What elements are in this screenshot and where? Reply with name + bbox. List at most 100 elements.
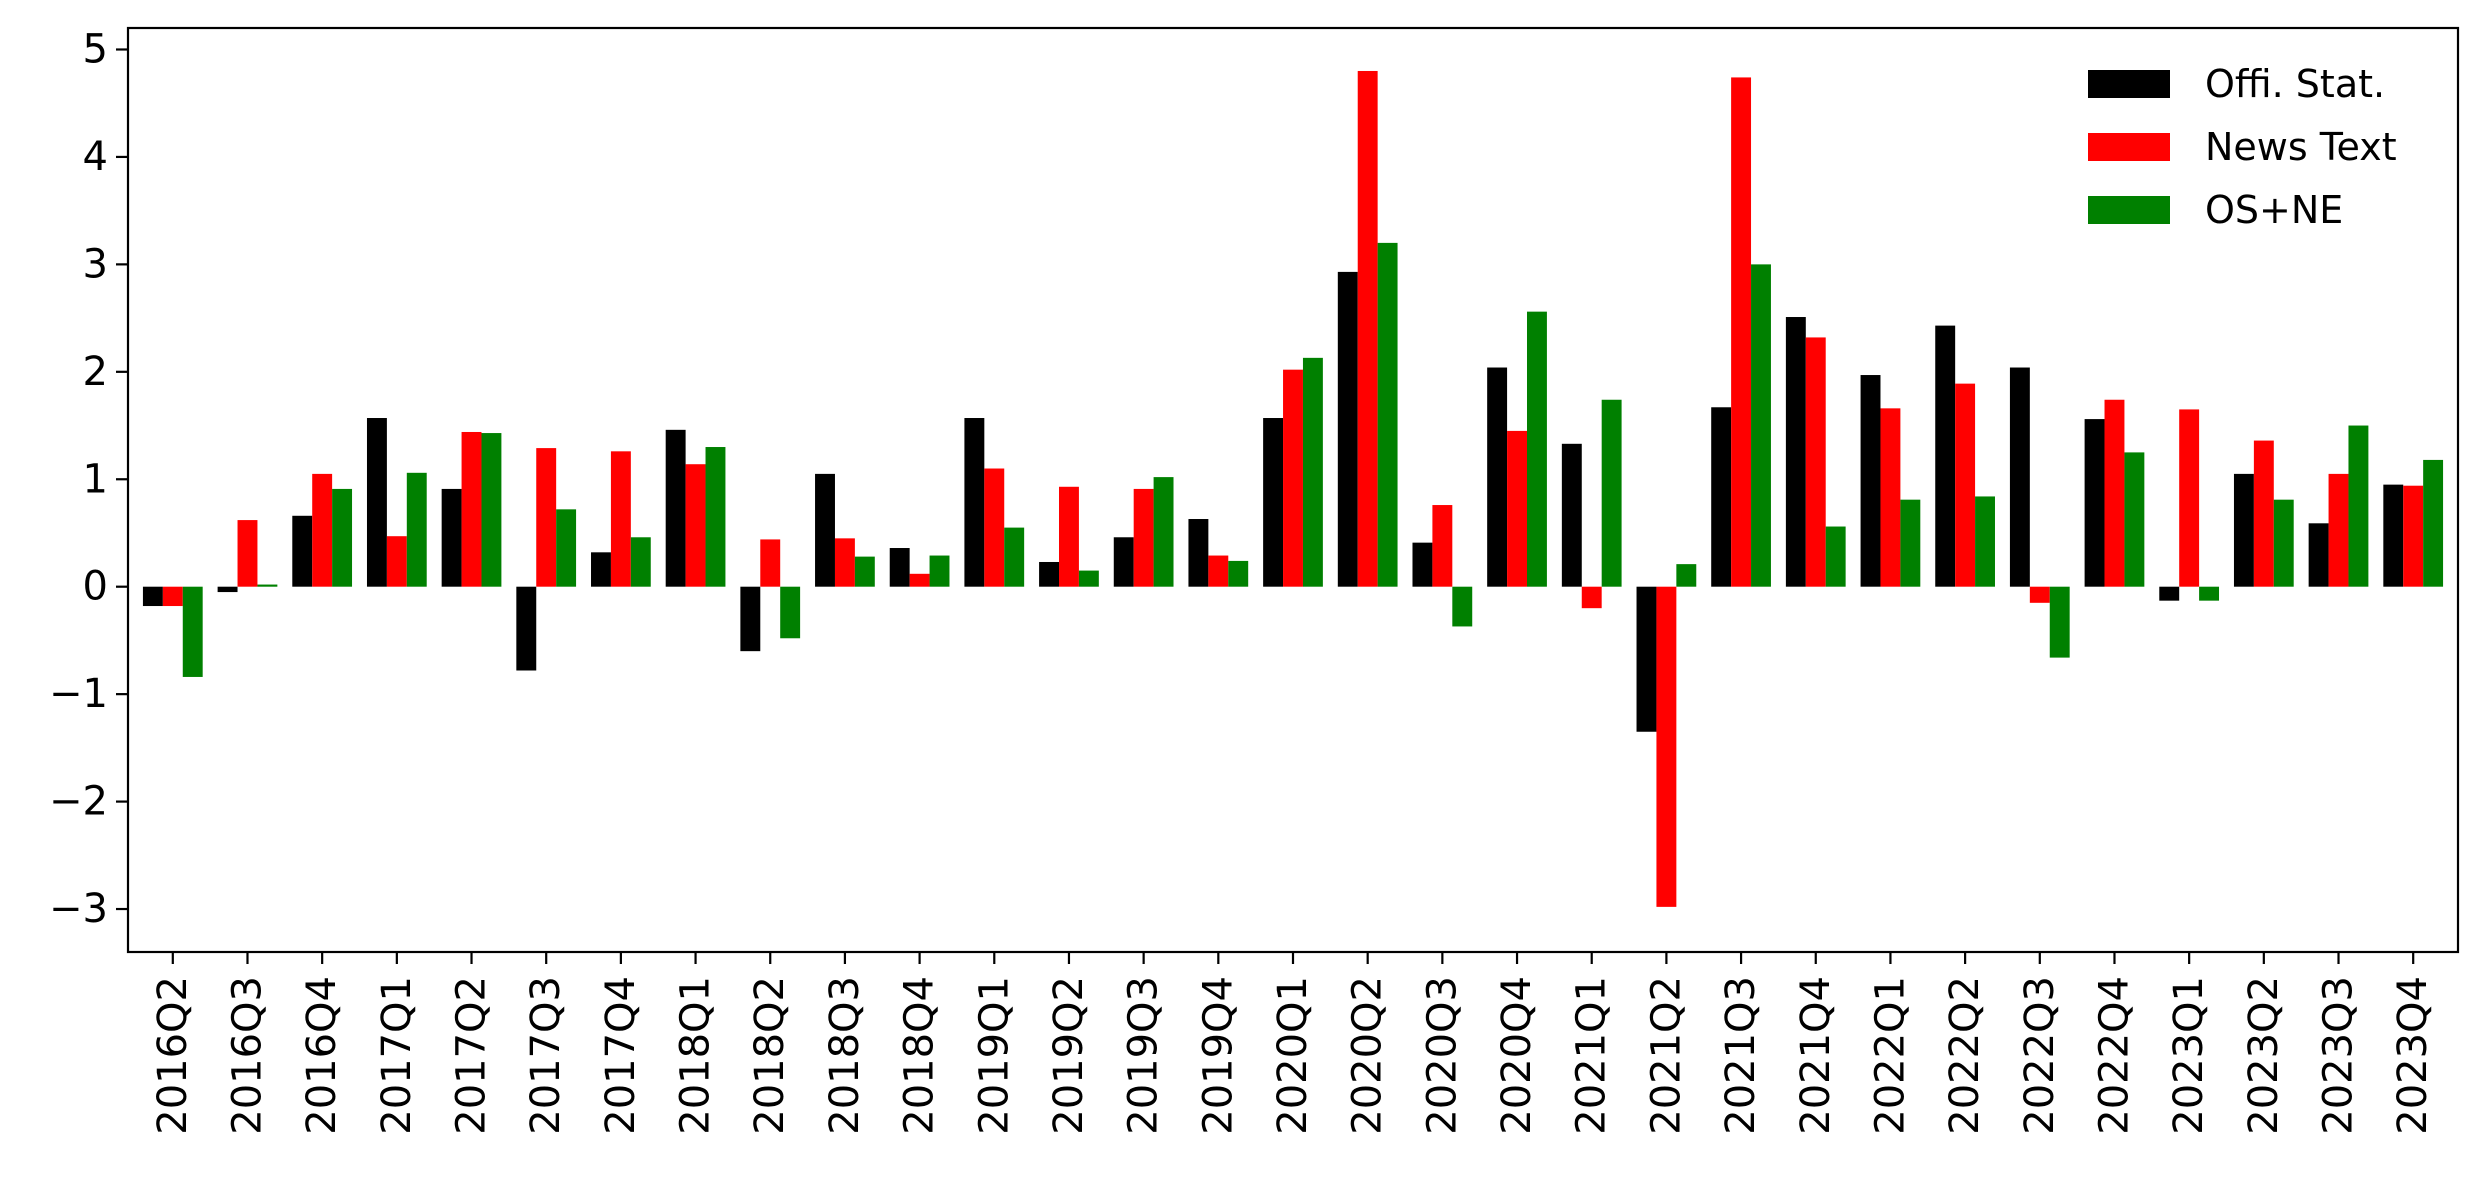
bar-os-ne-2022Q3 bbox=[2049, 586, 2070, 658]
legend-label: News Text bbox=[2205, 125, 2397, 169]
x-tick-label: 2020Q3 bbox=[1419, 976, 1465, 1135]
bar-os-ne-2020Q1 bbox=[1302, 357, 1323, 587]
bar-news-text-2018Q3 bbox=[834, 538, 855, 587]
bar-offi-stat--2023Q2 bbox=[2233, 473, 2254, 587]
bar-news-text-2018Q1 bbox=[685, 464, 706, 587]
bar-offi-stat--2022Q2 bbox=[1935, 325, 1956, 587]
bar-news-text-2022Q3 bbox=[2029, 586, 2050, 603]
x-tick-label: 2020Q4 bbox=[1494, 976, 1540, 1135]
bar-os-ne-2019Q2 bbox=[1078, 570, 1099, 587]
y-tick-label: 0 bbox=[83, 564, 108, 610]
legend-swatch bbox=[2088, 196, 2170, 224]
bar-offi-stat--2018Q4 bbox=[889, 548, 910, 587]
x-tick-label: 2023Q4 bbox=[2390, 976, 2436, 1135]
bar-news-text-2017Q4 bbox=[610, 451, 631, 587]
bar-offi-stat--2023Q3 bbox=[2308, 523, 2329, 587]
bar-news-text-2020Q1 bbox=[1283, 369, 1303, 587]
bar-news-text-2022Q4 bbox=[2104, 399, 2125, 587]
bar-offi-stat--2018Q1 bbox=[665, 429, 686, 587]
bar-news-text-2019Q2 bbox=[1059, 486, 1079, 587]
bar-news-text-2017Q3 bbox=[536, 448, 557, 587]
y-tick-label: 5 bbox=[83, 26, 108, 72]
bar-os-ne-2018Q2 bbox=[780, 586, 801, 639]
x-tick-label: 2020Q1 bbox=[1270, 976, 1316, 1135]
y-tick-label: −1 bbox=[49, 671, 108, 717]
bar-news-text-2021Q1 bbox=[1581, 586, 1602, 609]
x-tick-label: 2022Q3 bbox=[2017, 976, 2063, 1135]
x-tick-label: 2017Q1 bbox=[374, 976, 420, 1135]
bar-offi-stat--2018Q2 bbox=[740, 586, 761, 652]
x-tick-label: 2019Q3 bbox=[1121, 976, 1167, 1135]
y-tick-label: 4 bbox=[83, 134, 108, 180]
bar-news-text-2017Q2 bbox=[461, 431, 482, 587]
x-tick-label: 2018Q2 bbox=[747, 976, 793, 1135]
bar-os-ne-2018Q1 bbox=[705, 447, 726, 587]
bar-offi-stat--2023Q1 bbox=[2159, 586, 2180, 601]
x-tick-label: 2023Q1 bbox=[2166, 976, 2212, 1135]
x-tick-label: 2022Q1 bbox=[1867, 976, 1913, 1135]
x-tick-label: 2018Q1 bbox=[673, 976, 719, 1135]
x-tick-label: 2019Q2 bbox=[1046, 976, 1092, 1135]
bar-news-text-2016Q4 bbox=[312, 473, 333, 587]
x-tick-label: 2019Q1 bbox=[971, 976, 1017, 1135]
x-tick-label: 2021Q1 bbox=[1569, 976, 1615, 1135]
bar-offi-stat--2022Q1 bbox=[1860, 375, 1881, 587]
x-tick-label: 2020Q2 bbox=[1345, 976, 1391, 1135]
bar-news-text-2023Q3 bbox=[2328, 473, 2349, 587]
bar-os-ne-2017Q1 bbox=[406, 472, 427, 587]
bar-news-text-2020Q4 bbox=[1507, 430, 1527, 587]
bar-os-ne-2021Q4 bbox=[1825, 526, 1846, 587]
bar-os-ne-2017Q4 bbox=[630, 537, 651, 587]
bar-os-ne-2016Q2 bbox=[182, 586, 203, 677]
bar-os-ne-2022Q4 bbox=[2124, 452, 2145, 587]
y-tick-label: −3 bbox=[49, 886, 108, 932]
legend-swatch bbox=[2088, 133, 2170, 161]
x-tick-label: 2021Q3 bbox=[1718, 976, 1764, 1135]
x-tick-label: 2022Q4 bbox=[2091, 976, 2137, 1135]
bar-os-ne-2016Q4 bbox=[332, 488, 353, 587]
x-tick-label: 2017Q4 bbox=[598, 976, 644, 1135]
bar-offi-stat--2017Q4 bbox=[591, 552, 611, 587]
bar-offi-stat--2016Q4 bbox=[292, 515, 313, 587]
bar-os-ne-2021Q3 bbox=[1751, 264, 1771, 587]
bar-news-text-2023Q2 bbox=[2253, 440, 2274, 587]
x-tick-label: 2018Q3 bbox=[822, 976, 868, 1135]
bar-news-text-2020Q3 bbox=[1432, 505, 1453, 587]
bar-offi-stat--2020Q1 bbox=[1263, 418, 1284, 587]
bar-os-ne-2016Q3 bbox=[257, 584, 278, 587]
x-tick-label: 2016Q4 bbox=[299, 976, 345, 1135]
bar-os-ne-2019Q3 bbox=[1153, 477, 1174, 587]
bar-offi-stat--2020Q4 bbox=[1487, 367, 1508, 587]
bar-offi-stat--2021Q3 bbox=[1711, 407, 1732, 587]
x-tick-label: 2018Q4 bbox=[897, 976, 943, 1135]
bar-offi-stat--2017Q3 bbox=[516, 586, 537, 671]
bar-os-ne-2017Q3 bbox=[556, 509, 577, 587]
y-tick-label: 2 bbox=[83, 349, 108, 395]
bar-offi-stat--2016Q3 bbox=[217, 586, 238, 593]
bar-offi-stat--2018Q3 bbox=[815, 473, 835, 587]
bar-os-ne-2023Q3 bbox=[2348, 425, 2369, 587]
bar-news-text-2018Q2 bbox=[760, 539, 781, 587]
legend: Offi. Stat. News Text OS+NE bbox=[2088, 62, 2397, 232]
bar-offi-stat--2019Q1 bbox=[964, 418, 985, 587]
x-tick-label: 2016Q3 bbox=[224, 976, 270, 1135]
bar-offi-stat--2017Q1 bbox=[366, 418, 387, 587]
x-tick-label: 2022Q2 bbox=[1942, 976, 1988, 1135]
bar-os-ne-2022Q2 bbox=[1975, 496, 1995, 587]
y-tick-label: −2 bbox=[49, 779, 108, 825]
bar-offi-stat--2023Q4 bbox=[2383, 484, 2404, 587]
bar-os-ne-2021Q1 bbox=[1601, 399, 1622, 587]
bar-offi-stat--2020Q2 bbox=[1337, 271, 1358, 587]
x-tick-label: 2019Q4 bbox=[1195, 976, 1241, 1135]
bar-offi-stat--2022Q3 bbox=[2009, 367, 2030, 587]
x-tick-label: 2023Q2 bbox=[2241, 976, 2287, 1135]
legend-label: Offi. Stat. bbox=[2205, 62, 2385, 106]
bar-offi-stat--2022Q4 bbox=[2084, 419, 2105, 587]
bar-os-ne-2020Q3 bbox=[1452, 586, 1473, 627]
x-tick-label: 2017Q2 bbox=[449, 976, 495, 1135]
x-tick-label: 2021Q2 bbox=[1643, 976, 1689, 1135]
bar-os-ne-2020Q2 bbox=[1377, 242, 1398, 587]
bar-news-text-2016Q2 bbox=[162, 586, 183, 607]
bar-offi-stat--2020Q3 bbox=[1412, 542, 1433, 587]
bar-os-ne-2022Q1 bbox=[1900, 499, 1921, 587]
